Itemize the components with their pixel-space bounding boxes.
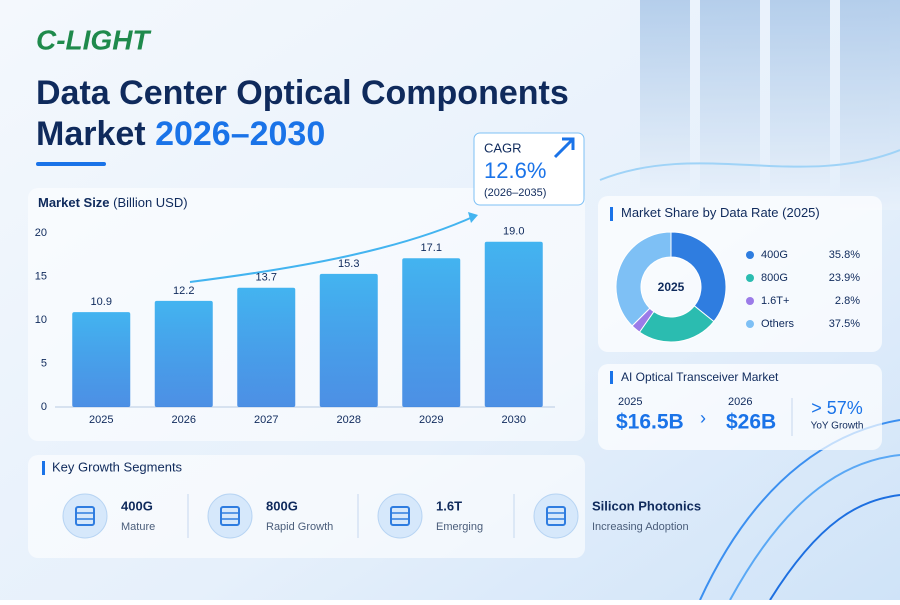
data-label: 12.2 bbox=[173, 285, 194, 297]
ai-value: $16.5B bbox=[616, 411, 684, 434]
legend-value: 37.5% bbox=[829, 318, 860, 330]
ai-growth: > 57% bbox=[811, 398, 863, 418]
y-tick-label: 5 bbox=[41, 357, 47, 369]
legend-label: Others bbox=[761, 318, 795, 330]
legend-label: 400G bbox=[761, 249, 788, 261]
segment-icon bbox=[390, 506, 410, 526]
ai-growth-label: YoY Growth bbox=[811, 421, 864, 432]
legend-value: 23.9% bbox=[829, 272, 860, 284]
accent bbox=[42, 461, 45, 475]
data-label: 15.3 bbox=[338, 258, 359, 270]
cagr-box bbox=[473, 132, 585, 206]
segments-title: Key Growth Segments bbox=[52, 459, 183, 474]
bar bbox=[484, 241, 543, 407]
legend-dot bbox=[746, 297, 754, 305]
segment-status: Emerging bbox=[436, 521, 483, 533]
pie-center-label: 2025 bbox=[658, 280, 685, 294]
legend-label: 1.6T+ bbox=[761, 295, 789, 307]
pie-title: Market Share by Data Rate (2025) bbox=[621, 205, 820, 220]
segments-panel bbox=[28, 455, 585, 558]
data-label: 10.9 bbox=[91, 296, 112, 308]
segment-icon-bg bbox=[377, 493, 423, 539]
segment-icon bbox=[546, 506, 566, 526]
legend-dot bbox=[746, 274, 754, 282]
x-tick-label: 2029 bbox=[419, 414, 443, 426]
data-label: 19.0 bbox=[503, 226, 524, 238]
ai-title: AI Optical Transceiver Market bbox=[621, 370, 779, 384]
server-racks bbox=[640, 0, 900, 210]
segment-icon-bg bbox=[207, 493, 253, 539]
bar bbox=[154, 300, 213, 407]
x-tick-label: 2027 bbox=[254, 414, 278, 426]
legend-label: 800G bbox=[761, 272, 788, 284]
title: Market 2026–2030 bbox=[36, 115, 325, 153]
title: Data Center Optical Components bbox=[36, 74, 569, 112]
cagr-icon bbox=[553, 137, 575, 159]
segment-name: 800G bbox=[266, 498, 298, 513]
data-label: 17.1 bbox=[421, 242, 442, 254]
cagr-period: (2026–2035) bbox=[484, 187, 546, 199]
legend-value: 2.8% bbox=[835, 295, 860, 307]
y-tick-label: 20 bbox=[35, 227, 47, 239]
donut-slice bbox=[670, 231, 727, 323]
cagr-arrow-head bbox=[468, 212, 478, 223]
ai-value: $26B bbox=[726, 411, 776, 434]
cagr-value: 12.6% bbox=[484, 158, 546, 183]
y-tick-label: 15 bbox=[35, 270, 47, 282]
x-tick-label: 2026 bbox=[172, 414, 196, 426]
logo: C-LIGHT bbox=[36, 24, 152, 55]
y-tick-label: 10 bbox=[35, 314, 47, 326]
accent bbox=[610, 207, 613, 221]
segment-name: 1.6T bbox=[436, 498, 462, 513]
data-label: 13.7 bbox=[256, 272, 277, 284]
segment-icon-bg bbox=[62, 493, 108, 539]
bar bbox=[402, 258, 461, 407]
bar bbox=[237, 287, 296, 407]
donut-slice bbox=[615, 231, 672, 327]
segment-name: Silicon Photonics bbox=[592, 498, 701, 513]
legend-value: 35.8% bbox=[829, 249, 860, 261]
segment-status: Increasing Adoption bbox=[592, 521, 689, 533]
ai-chevron: › bbox=[700, 408, 706, 428]
legend-dot bbox=[746, 251, 754, 259]
segment-icon-bg bbox=[533, 493, 579, 539]
segment-status: Mature bbox=[121, 521, 155, 533]
legend-dot bbox=[746, 320, 754, 328]
title-underline bbox=[36, 162, 106, 166]
ai-year: 2026 bbox=[728, 396, 752, 408]
y-tick-label: 0 bbox=[41, 401, 47, 413]
cagr-label: CAGR bbox=[484, 140, 522, 155]
bar bbox=[319, 273, 378, 407]
segment-icon bbox=[220, 506, 240, 526]
x-tick-label: 2028 bbox=[337, 414, 361, 426]
bar bbox=[72, 312, 131, 407]
segment-status: Rapid Growth bbox=[266, 521, 333, 533]
accent bbox=[610, 371, 613, 384]
segment-name: 400G bbox=[121, 498, 153, 513]
ai-year: 2025 bbox=[618, 396, 642, 408]
ai-panel bbox=[598, 364, 882, 450]
bar-title: Market Size (Billion USD) bbox=[38, 195, 188, 210]
x-tick-label: 2025 bbox=[89, 414, 113, 426]
x-tick-label: 2030 bbox=[502, 414, 526, 426]
segment-icon bbox=[75, 506, 95, 526]
cagr-arrow bbox=[189, 215, 476, 283]
